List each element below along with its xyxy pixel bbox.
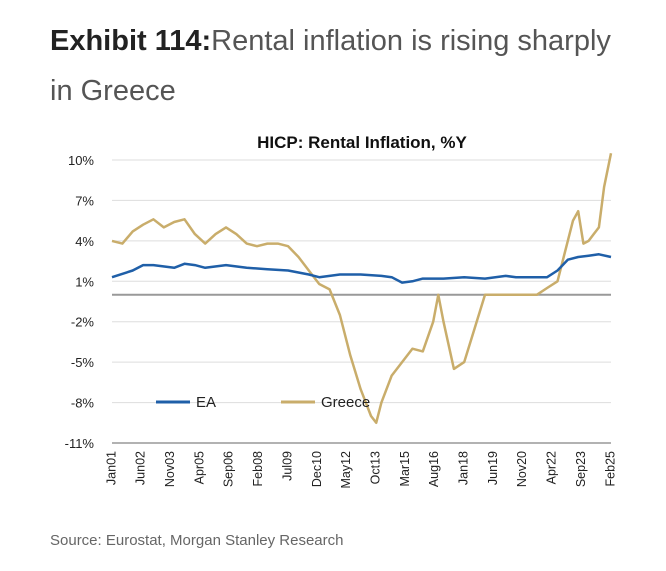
x-tick-label: May12 xyxy=(339,451,353,489)
x-tick-label: Feb08 xyxy=(251,451,265,486)
source-note: Source: Eurostat, Morgan Stanley Researc… xyxy=(50,532,344,549)
x-tick-label: Dec10 xyxy=(310,451,324,487)
series-line-ea xyxy=(111,253,612,284)
axis-layer: 10% 7% 4% 1% -2% -5% -8% -11% Jan01 Jun02 Nov03 Apr… xyxy=(65,153,618,489)
y-tick-label: -2% xyxy=(71,315,95,330)
legend-label-ea: EA xyxy=(196,394,216,411)
x-tick-label: Jun02 xyxy=(134,451,148,485)
x-tick-label: Jul09 xyxy=(280,451,294,481)
exhibit-heading: Exhibit 114:Rental inflation is rising s… xyxy=(50,16,630,116)
x-tick-label: Jan18 xyxy=(457,451,471,485)
x-tick-label: Apr22 xyxy=(545,451,559,484)
y-tick-label: 7% xyxy=(75,193,94,208)
x-tick-label: Feb25 xyxy=(603,451,617,486)
legend-label-greece: Greece xyxy=(321,394,370,411)
rental-inflation-chart: HICP: Rental Inflation, %Y 10% 7% 4% 1% -2% -… xyxy=(65,133,618,489)
x-tick-label: Jan01 xyxy=(104,451,118,485)
y-tick-label: 1% xyxy=(75,274,94,289)
y-tick-label: -5% xyxy=(71,355,95,370)
x-tick-label: Nov20 xyxy=(515,451,529,487)
exhibit-label: Exhibit 114: xyxy=(50,25,212,57)
series-line-greece xyxy=(111,153,613,425)
x-tick-label: Jun19 xyxy=(486,451,500,485)
y-tick-label: -8% xyxy=(71,396,95,411)
x-tick-label: Sep06 xyxy=(222,451,236,487)
legend: EA Greece xyxy=(156,394,370,411)
x-tick-label: Mar15 xyxy=(398,451,412,486)
chart-title: HICP: Rental Inflation, %Y xyxy=(257,133,467,152)
exhibit-title: Rental inflation is rising sharply in Gr… xyxy=(50,25,611,107)
x-tick-label: Apr05 xyxy=(192,451,206,484)
y-tick-label: 4% xyxy=(75,234,94,249)
x-tick-label: Nov03 xyxy=(163,451,177,487)
x-tick-label: Oct13 xyxy=(368,451,382,484)
y-tick-label: -11% xyxy=(65,436,95,451)
y-tick-label: 10% xyxy=(68,153,94,168)
x-tick-label: Sep23 xyxy=(574,451,588,487)
x-tick-label: Aug16 xyxy=(427,451,441,487)
series-layer xyxy=(111,153,613,425)
